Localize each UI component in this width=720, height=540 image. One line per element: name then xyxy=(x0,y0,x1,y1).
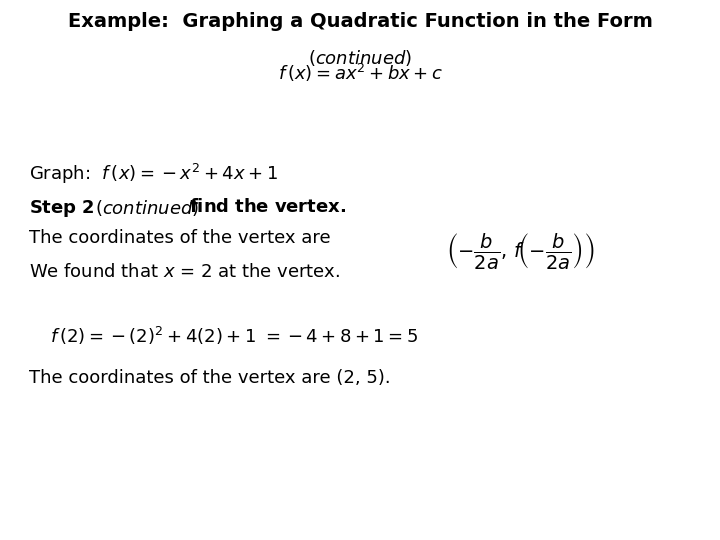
Text: We found that $x$ = 2 at the vertex.: We found that $x$ = 2 at the vertex. xyxy=(29,263,340,281)
Text: Graph:  $f\,(x) = -x^2 + 4x + 1$: Graph: $f\,(x) = -x^2 + 4x + 1$ xyxy=(29,162,278,186)
Text: The coordinates of the vertex are (2, 5).: The coordinates of the vertex are (2, 5)… xyxy=(29,369,390,387)
Text: PEARSON: PEARSON xyxy=(616,514,694,528)
Text: $f\,(2) = -(2)^2 + 4(2) + 1 \ = -4 + 8 + 1 = 5$: $f\,(2) = -(2)^2 + 4(2) + 1 \ = -4 + 8 +… xyxy=(50,325,419,347)
Text: $\left(-\dfrac{b}{2a},\,f\!\left(-\dfrac{b}{2a}\right)\right)$: $\left(-\dfrac{b}{2a},\,f\!\left(-\dfrac… xyxy=(446,231,595,271)
Text: 14: 14 xyxy=(695,516,709,526)
Text: $\mathbf{Step\ 2}$: $\mathbf{Step\ 2}$ xyxy=(29,199,94,219)
Text: Copyright © 2014, 2010, 2007 Pearson Education, Inc.: Copyright © 2014, 2010, 2007 Pearson Edu… xyxy=(226,516,494,526)
Text: $\it{(continued)}$: $\it{(continued)}$ xyxy=(95,199,199,219)
Text: Example:  Graphing a Quadratic Function in the Form: Example: Graphing a Quadratic Function i… xyxy=(68,12,652,31)
Text: $f\,(x) = ax^2 + bx + c$: $f\,(x) = ax^2 + bx + c$ xyxy=(277,62,443,84)
Text: $\mathbf{find\ the\ vertex.}$: $\mathbf{find\ the\ vertex.}$ xyxy=(189,199,346,217)
Text: ALWAYS LEARNING: ALWAYS LEARNING xyxy=(14,516,107,526)
Text: $\it{(continued)}$: $\it{(continued)}$ xyxy=(308,48,412,68)
Text: The coordinates of the vertex are: The coordinates of the vertex are xyxy=(29,228,330,247)
